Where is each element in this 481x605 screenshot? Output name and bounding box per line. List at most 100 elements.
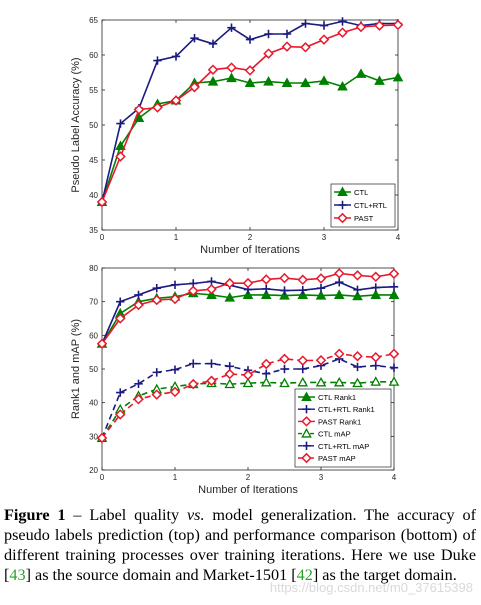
legend-label-ctl-map: CTL mAP <box>318 430 351 439</box>
data-point-past-rank1 <box>206 283 217 295</box>
x-tick-label: 2 <box>246 473 251 482</box>
series-line-ctl-map <box>101 380 394 439</box>
data-point-past-map <box>187 378 199 390</box>
y-tick-label: 20 <box>89 466 98 475</box>
data-point-past-rank1 <box>114 313 126 324</box>
data-point-ctl-rtl <box>264 29 273 39</box>
data-point-past <box>355 21 367 33</box>
caption-ref-42[interactable]: 42 <box>296 566 313 584</box>
data-point-ctl-rtl-rank1 <box>262 284 271 294</box>
data-point-ctl <box>392 71 404 82</box>
data-point-past-rank1 <box>333 268 345 279</box>
data-point-ctl-map <box>315 376 327 387</box>
data-point-past <box>337 27 348 38</box>
y-tick-label: 30 <box>89 432 98 441</box>
y-tick-label: 70 <box>89 298 98 307</box>
data-point-ctl-rtl-rank1 <box>134 290 143 300</box>
caption-text-4: ] as the target domain. <box>312 566 457 584</box>
data-point-ctl <box>115 140 126 151</box>
data-point-ctl-rtl-map <box>353 362 362 372</box>
data-point-past <box>300 42 311 53</box>
data-point-ctl-rtl-map <box>134 379 143 389</box>
caption-ref-43[interactable]: 43 <box>9 566 26 584</box>
data-point-ctl-rtl <box>153 56 162 65</box>
x-tick-label: 1 <box>173 473 178 482</box>
data-point-past-rank1 <box>260 274 272 285</box>
data-point-ctl-rank1 <box>388 289 400 299</box>
caption-text-1: – Label quality <box>65 506 187 524</box>
legend-label-ctl: CTL <box>354 188 368 197</box>
x-tick-label: 1 <box>174 233 179 242</box>
data-point-ctl-rtl <box>171 52 181 61</box>
data-point-ctl <box>263 76 274 86</box>
data-point-ctl-rtl <box>301 19 310 28</box>
data-point-past-rank1 <box>224 277 236 289</box>
chart-2: 0 1 2 3 4 20 30 40 50 60 70 80 Number of Iterations R… <box>70 264 400 496</box>
data-point-ctl-map <box>370 376 382 386</box>
legend-marker-ctl-rtl-map <box>302 441 311 450</box>
data-point-past-rank1 <box>151 294 163 306</box>
data-point-ctl-rank1 <box>297 289 309 299</box>
data-point-ctl-rtl-rank1 <box>316 284 326 293</box>
y-tick-label: 50 <box>89 365 98 374</box>
data-point-past-map <box>224 368 236 380</box>
data-point-past <box>152 102 163 113</box>
data-point-past-map <box>370 351 382 363</box>
data-point-past <box>318 34 330 45</box>
y-axis-label: Rank1 and mAP (%) <box>70 319 82 419</box>
caption-label: Figure 1 <box>4 506 66 524</box>
data-point-ctl-rank1 <box>206 289 217 299</box>
y-tick-label: 40 <box>89 399 98 408</box>
x-tick-label: 0 <box>100 473 105 482</box>
data-point-ctl <box>133 112 145 123</box>
data-point-ctl-rank1 <box>279 290 290 300</box>
x-axis-label: Number of Iterations <box>198 484 298 496</box>
data-point-past <box>96 196 108 208</box>
series-past <box>96 19 404 208</box>
x-tick-label: 0 <box>100 233 105 242</box>
data-point-ctl-rtl-rank1 <box>298 286 307 295</box>
y-tick-label: 55 <box>89 86 98 95</box>
x-tick-label: 3 <box>322 233 327 242</box>
legend-marker-past-rank1 <box>301 416 312 427</box>
data-point-ctl-rank1 <box>242 289 254 299</box>
data-point-past <box>115 151 126 162</box>
data-point-past-map <box>96 432 108 444</box>
data-point-ctl <box>244 77 256 88</box>
data-point-past-rank1 <box>370 271 382 283</box>
data-point-past-map <box>260 358 272 370</box>
legend-label-ctl-rank1: CTL Rank1 <box>318 393 356 402</box>
data-point-ctl-rtl-map <box>152 368 161 377</box>
legend-box <box>294 388 392 468</box>
data-point-ctl-map <box>352 377 363 388</box>
data-point-past-map <box>279 353 290 365</box>
data-point-past <box>189 81 200 93</box>
data-point-past-map <box>297 355 309 366</box>
data-point-ctl-rtl <box>227 23 236 32</box>
data-point-ctl <box>226 72 237 83</box>
y-tick-label: 40 <box>89 191 98 200</box>
data-point-past-rank1 <box>315 273 327 284</box>
y-tick-label: 60 <box>89 51 98 60</box>
figure-caption: Figure 1 – Label quality vs. model gener… <box>4 505 476 585</box>
y-axis-label: Pseudo Label Accuracy (%) <box>70 57 82 192</box>
legend-label-ctl-rtl-map: CTL+RTL mAP <box>318 442 369 451</box>
x-tick-label: 2 <box>248 233 253 242</box>
data-point-ctl-rank1 <box>315 290 327 300</box>
data-point-ctl-rtl-map <box>116 388 125 397</box>
data-point-ctl-rtl <box>338 17 347 26</box>
data-point-ctl <box>300 77 311 88</box>
legend: CTL CTL+RTL PAST <box>330 183 396 228</box>
legend-label-ctl-rtl: CTL+RTL <box>354 201 387 210</box>
data-point-past <box>244 65 256 76</box>
series-past-rank1 <box>96 268 400 350</box>
data-point-ctl-rtl-rank1 <box>335 277 344 287</box>
data-point-ctl-rtl-rank1 <box>152 284 161 293</box>
data-point-ctl-rtl-map <box>298 364 307 374</box>
data-point-ctl-rtl-rank1 <box>353 285 362 295</box>
legend-marker-ctl-rank1 <box>301 391 312 402</box>
legend: CTL Rank1 CTL+RTL Rank1 PAST Rank1 CTL mAP C… <box>294 388 392 468</box>
data-point-past-map <box>388 348 400 360</box>
data-point-past-map <box>114 409 126 420</box>
